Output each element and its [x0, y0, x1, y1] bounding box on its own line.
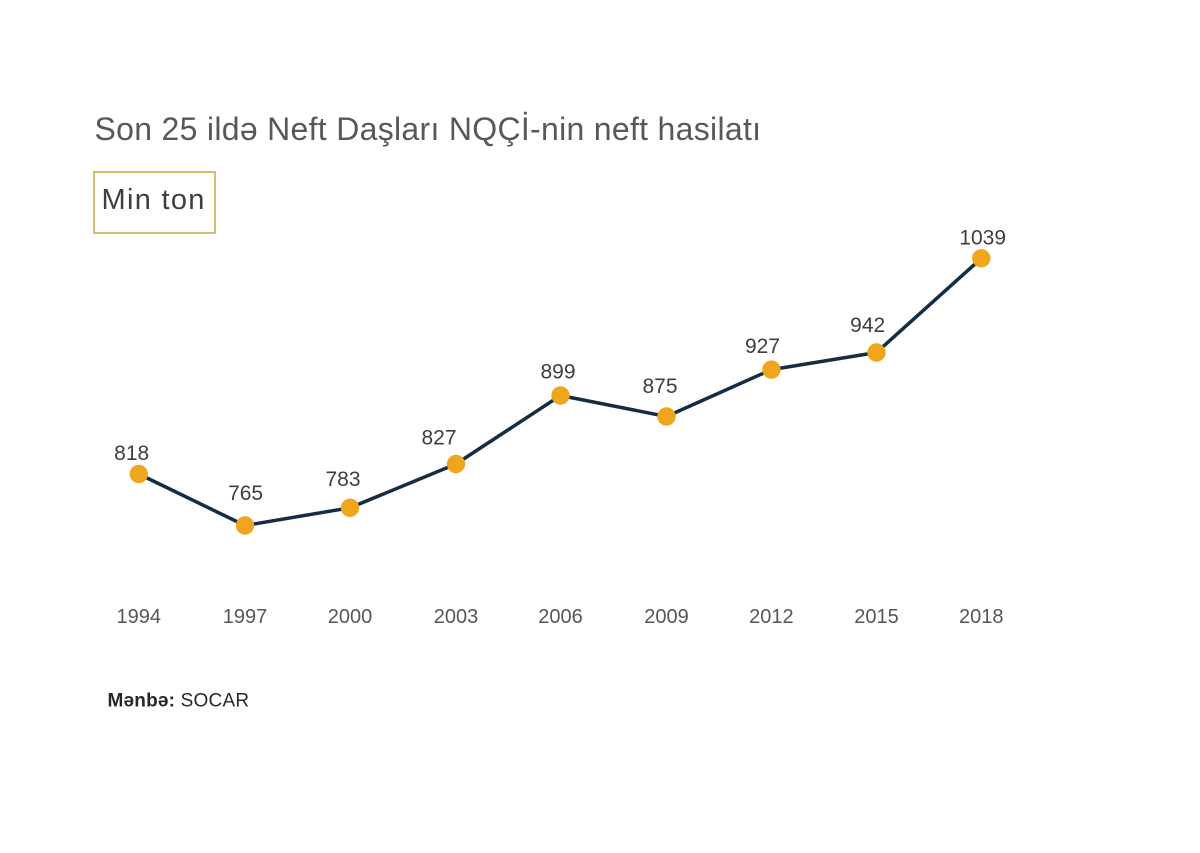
svg-text:1997: 1997	[223, 606, 268, 628]
svg-text:899: 899	[540, 361, 575, 384]
svg-text:765: 765	[228, 482, 263, 505]
svg-text:Son 25 ildə Neft Daşları NQÇİ-: Son 25 ildə Neft Daşları NQÇİ-nin neft h…	[95, 111, 762, 147]
svg-text:2009: 2009	[644, 606, 689, 628]
svg-text:2000: 2000	[328, 606, 373, 628]
svg-text:2006: 2006	[538, 606, 583, 628]
svg-text:2018: 2018	[959, 606, 1004, 628]
svg-text:1039: 1039	[959, 226, 1006, 249]
svg-text:2015: 2015	[854, 606, 899, 628]
svg-text:Mənbə: SOCAR: Mənbə: SOCAR	[108, 690, 250, 711]
svg-text:827: 827	[421, 427, 456, 450]
svg-text:942: 942	[850, 314, 885, 337]
svg-text:927: 927	[745, 335, 780, 358]
svg-text:1994: 1994	[117, 606, 162, 628]
svg-text:875: 875	[642, 375, 677, 398]
svg-text:783: 783	[325, 468, 360, 491]
svg-text:2012: 2012	[749, 606, 794, 628]
svg-text:Min ton: Min ton	[102, 184, 206, 216]
svg-text:818: 818	[114, 442, 149, 465]
svg-text:2003: 2003	[434, 606, 479, 628]
